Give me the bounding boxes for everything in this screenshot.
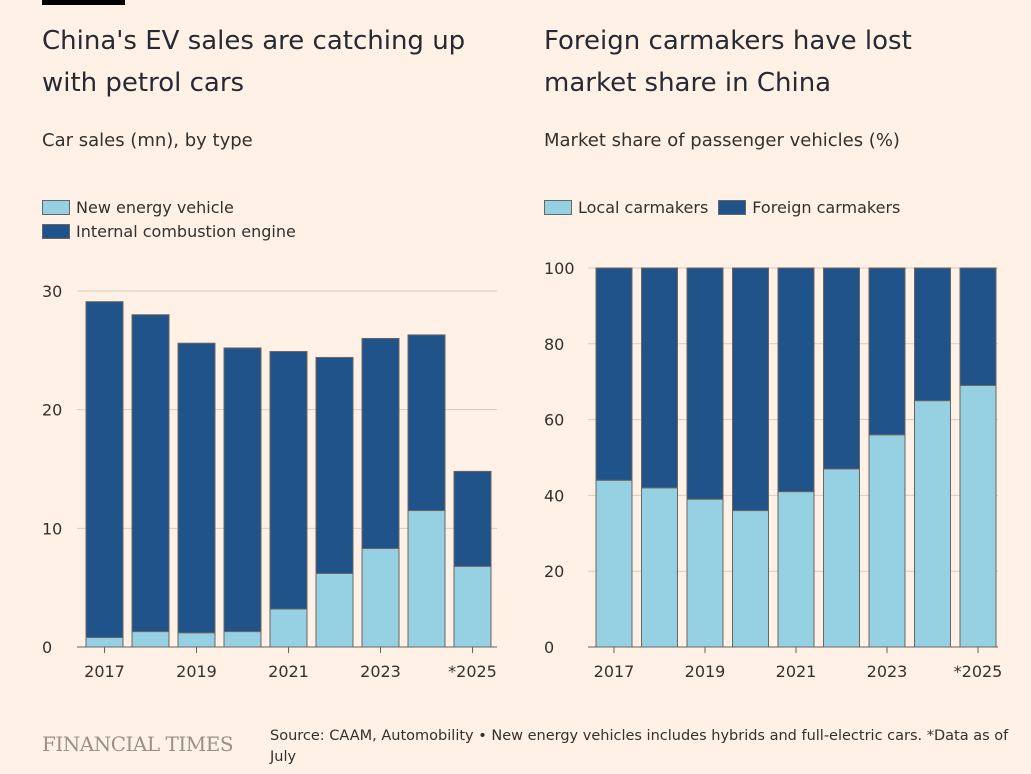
x-tick-label: 2019 <box>176 662 217 681</box>
bar-light-2019 <box>686 498 724 648</box>
y-tick-label: 80 <box>544 335 564 354</box>
bar-dark-2018 <box>641 267 678 489</box>
bar-light-2017 <box>85 637 124 648</box>
x-tick-label: 2021 <box>268 662 309 681</box>
x-tick-label: *2025 <box>448 662 497 681</box>
bar-light-2018 <box>131 631 170 648</box>
bar-light-2021 <box>777 491 815 648</box>
bar-light-2025 <box>453 565 492 648</box>
x-tick-label: *2025 <box>954 662 1003 681</box>
bar-dark-2025 <box>453 470 492 567</box>
y-tick-label: 40 <box>544 486 564 505</box>
legend-swatch-light <box>544 200 572 215</box>
y-tick-label: 0 <box>544 638 554 657</box>
bar-dark-2020 <box>732 267 769 512</box>
legend-swatch-dark <box>42 224 70 239</box>
right-chart-title: Foreign carmakers have lost market share… <box>544 26 912 98</box>
ft-top-bar <box>42 0 125 5</box>
bar-dark-2023 <box>361 337 400 550</box>
bar-dark-2019 <box>686 267 724 500</box>
y-tick-label: 30 <box>42 282 62 301</box>
bar-dark-2019 <box>177 342 216 634</box>
bar-dark-2023 <box>868 267 906 436</box>
x-tick-label: 2019 <box>685 662 726 681</box>
ft-logo: FINANCIAL TIMES <box>42 732 234 756</box>
bar-light-2021 <box>269 608 308 648</box>
bar-light-2018 <box>641 487 678 648</box>
bar-light-2022 <box>315 572 354 648</box>
bar-light-2024 <box>914 400 951 648</box>
y-tick-label: 20 <box>42 401 62 420</box>
bar-dark-2024 <box>914 267 951 402</box>
bar-light-2025 <box>959 384 997 648</box>
legend-label: Local carmakers <box>578 198 709 217</box>
x-tick-label: 2023 <box>360 662 401 681</box>
bar-dark-2021 <box>269 351 308 610</box>
y-tick-label: 60 <box>544 411 564 430</box>
bar-light-2023 <box>868 434 906 648</box>
x-tick-label: 2017 <box>84 662 125 681</box>
bar-dark-2020 <box>223 347 262 633</box>
bar-dark-2022 <box>823 267 860 470</box>
legend-swatch-light <box>42 200 70 215</box>
y-tick-label: 100 <box>544 259 575 278</box>
bar-dark-2025 <box>959 267 997 386</box>
bar-dark-2017 <box>595 267 633 481</box>
bar-light-2022 <box>823 468 860 648</box>
bar-dark-2021 <box>777 267 815 493</box>
right-chart-subtitle: Market share of passenger vehicles (%) <box>544 130 900 151</box>
bar-light-2019 <box>177 632 216 648</box>
x-tick-label: 2021 <box>776 662 817 681</box>
bar-light-2020 <box>732 510 769 648</box>
bar-light-2017 <box>595 479 633 648</box>
legend-label: Foreign carmakers <box>752 198 901 217</box>
bar-dark-2024 <box>407 334 446 512</box>
x-tick-label: 2023 <box>867 662 908 681</box>
right-legend: Local carmakers Foreign carmakers <box>544 198 900 217</box>
left-legend-item-ice: Internal combustion engine <box>42 222 296 241</box>
source-note: Source: CAAM, Automobility • New energy … <box>270 728 1009 765</box>
bar-dark-2017 <box>85 301 124 639</box>
y-tick-label: 20 <box>544 562 564 581</box>
bar-dark-2018 <box>131 314 170 633</box>
legend-swatch-dark <box>718 200 747 215</box>
legend-label: New energy vehicle <box>76 198 234 217</box>
legend-label: Internal combustion engine <box>76 222 296 241</box>
bar-dark-2022 <box>315 356 354 574</box>
y-tick-label: 0 <box>42 638 52 657</box>
left-legend-item-nev: New energy vehicle <box>42 198 234 217</box>
bar-light-2020 <box>223 631 262 648</box>
left-chart-subtitle: Car sales (mn), by type <box>42 130 253 151</box>
bar-light-2024 <box>407 510 446 648</box>
y-tick-label: 10 <box>42 519 62 538</box>
x-tick-label: 2017 <box>594 662 635 681</box>
bar-light-2023 <box>361 548 400 648</box>
left-chart-title: China's EV sales are catching up with pe… <box>42 26 466 98</box>
